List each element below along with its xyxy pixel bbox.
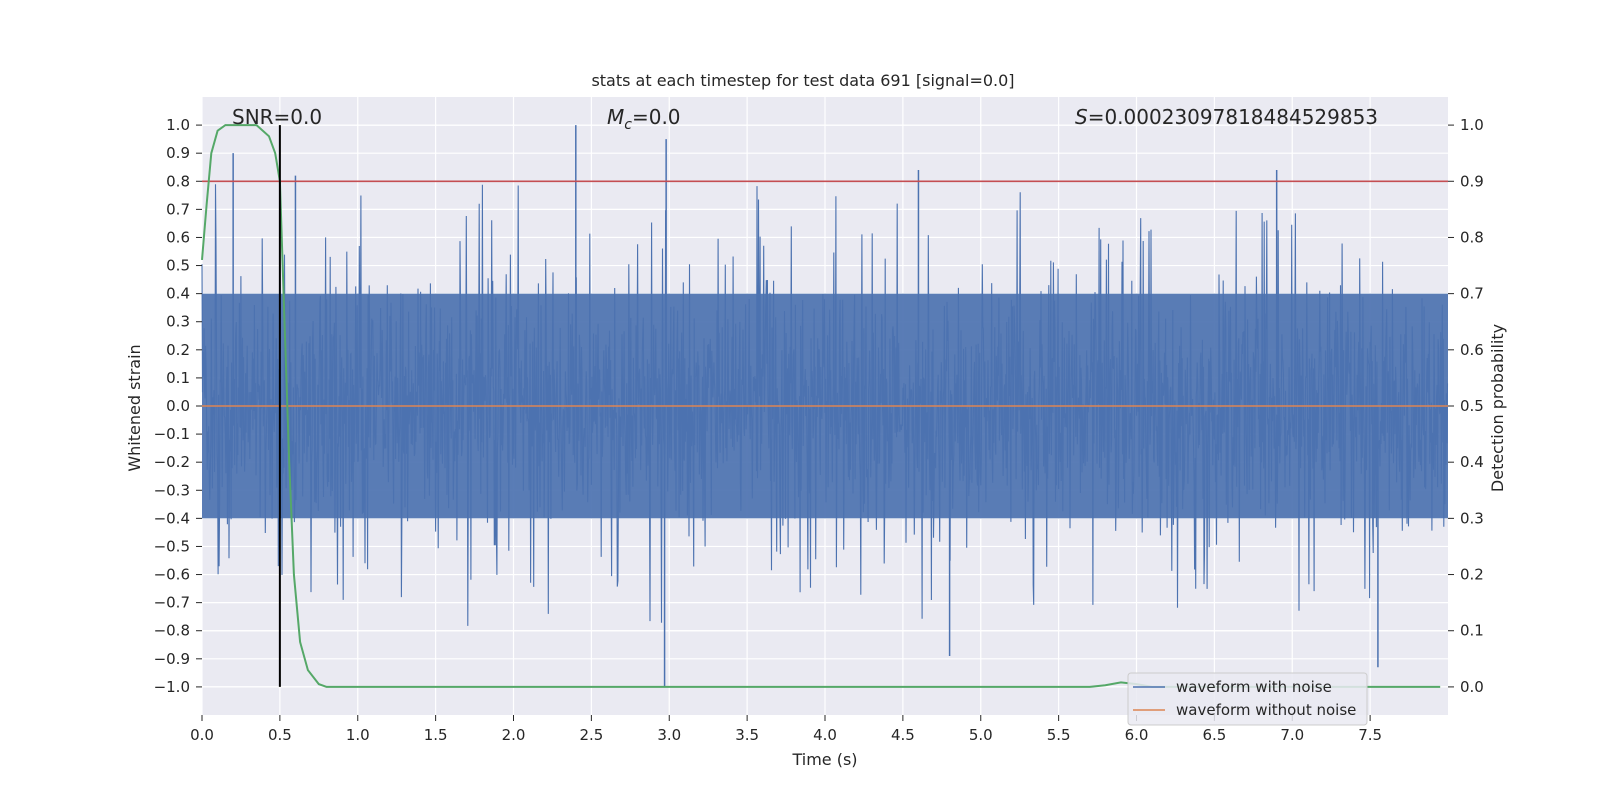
y2-tick-label: 0.7 [1460, 285, 1484, 303]
y2-tick-label: 0.2 [1460, 566, 1484, 584]
y-tick-label: 0.6 [166, 228, 190, 246]
snr-annotation: SNR=0.0 [232, 105, 322, 129]
y-tick-label: 0.4 [166, 285, 190, 303]
y2-tick-label: 0.9 [1460, 172, 1484, 190]
x-tick-label: 0.5 [268, 726, 292, 744]
y2-tick-label: 0.0 [1460, 678, 1484, 696]
y-tick-label: −0.7 [154, 594, 190, 612]
x-tick-label: 3.5 [735, 726, 759, 744]
y-tick-label: −0.3 [154, 481, 190, 499]
x-tick-label: 4.0 [813, 726, 837, 744]
y2-tick-label: 0.5 [1460, 397, 1484, 415]
x-tick-label: 2.5 [579, 726, 603, 744]
y-tick-label: −0.5 [154, 537, 190, 555]
y-tick-label: −0.1 [154, 425, 190, 443]
y2-tick-label: 0.4 [1460, 453, 1484, 471]
y-tick-label: 0.3 [166, 313, 190, 331]
x-tick-label: 2.0 [502, 726, 526, 744]
y-tick-label: 0.0 [166, 397, 190, 415]
mc-symbol: M [607, 105, 624, 129]
x-tick-label: 7.0 [1280, 726, 1304, 744]
x-tick-label: 7.5 [1358, 726, 1382, 744]
y-axis-label-left: Whitened strain [125, 344, 144, 471]
y-tick-label: 0.5 [166, 257, 190, 275]
x-axis-label: Time (s) [791, 750, 857, 769]
x-tick-label: 0.0 [190, 726, 214, 744]
axes: 0.0 0.5 1.0 1.5 2.0 2.5 3.0 3.5 4.0 4.5 5.0 5.5 6.0 6… [154, 116, 1484, 744]
y-tick-label: −0.8 [154, 622, 190, 640]
x-tick-label: 1.5 [424, 726, 448, 744]
x-tick-label: 6.5 [1202, 726, 1226, 744]
mc-subscript: c [624, 117, 632, 133]
y-tick-label: −1.0 [154, 678, 190, 696]
s-annotation: S=0.00023097818484529853 [1075, 105, 1378, 129]
x-tick-label: 6.0 [1125, 726, 1149, 744]
y-axis-label-right: Detection probability [1488, 324, 1507, 492]
mc-annotation: Mc=0.0 [607, 105, 681, 133]
y2-tick-label: 0.8 [1460, 228, 1484, 246]
x-tick-label: 5.5 [1047, 726, 1071, 744]
x-tick-label: 4.5 [891, 726, 915, 744]
y-tick-label: −0.9 [154, 650, 190, 668]
s-symbol: S [1075, 105, 1088, 129]
x-tick-label: 1.0 [346, 726, 370, 744]
y-tick-label: −0.2 [154, 453, 190, 471]
legend-box [1127, 672, 1368, 726]
y2-tick-label: 0.1 [1460, 622, 1484, 640]
y-tick-label: 0.1 [166, 369, 190, 387]
legend-label-noise: waveform with noise [1176, 678, 1332, 696]
legend-label-clean: waveform without noise [1176, 701, 1356, 719]
s-value: =0.00023097818484529853 [1088, 105, 1378, 129]
x-tick-label: 5.0 [969, 726, 993, 744]
x-tick-label: 3.0 [657, 726, 681, 744]
y2-tick-label: 1.0 [1460, 116, 1484, 134]
y-tick-label: 0.7 [166, 200, 190, 218]
y-tick-label: 0.2 [166, 341, 190, 359]
y-tick-label: 1.0 [166, 116, 190, 134]
y-tick-label: −0.4 [154, 509, 190, 527]
y-tick-label: 0.8 [166, 172, 190, 190]
y-tick-label: 0.9 [166, 144, 190, 162]
y-tick-label: −0.6 [154, 566, 190, 584]
legend: waveform with noise waveform without noi… [1127, 672, 1368, 726]
mc-value: =0.0 [632, 105, 681, 129]
y2-tick-label: 0.6 [1460, 341, 1484, 359]
y2-tick-label: 0.3 [1460, 509, 1484, 527]
chart-title: stats at each timestep for test data 691… [591, 71, 1014, 90]
